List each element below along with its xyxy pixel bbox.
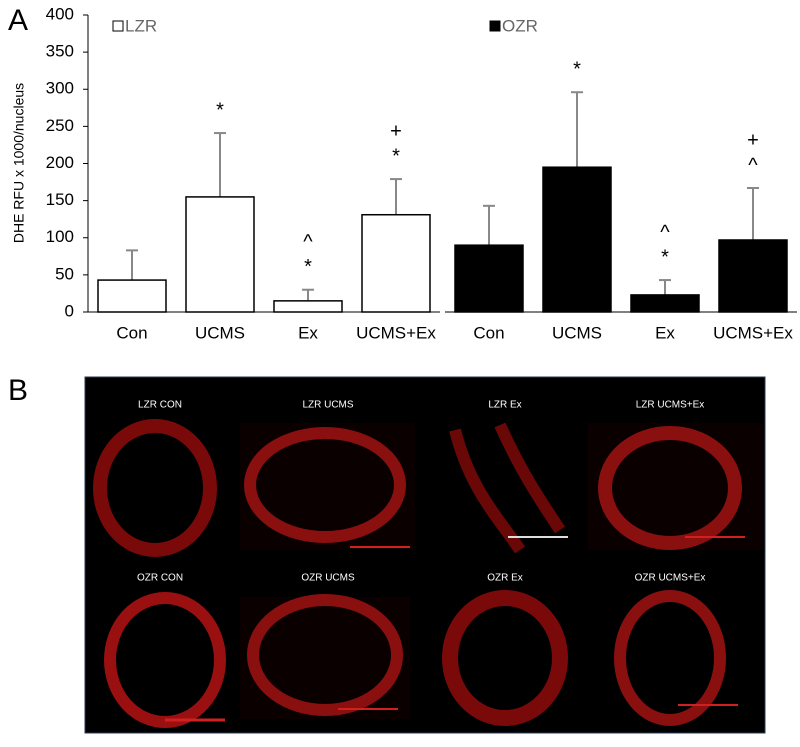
vessel: [244, 427, 406, 543]
vessel: [93, 419, 217, 557]
x-tick-label: Ex: [298, 323, 318, 342]
y-tick-label: 200: [46, 153, 74, 172]
x-tick-label: UCMS+Ex: [356, 323, 436, 342]
significance-mark: ^: [748, 154, 758, 176]
x-tick-label: UCMS: [552, 323, 602, 342]
bar: [630, 294, 700, 313]
vessel: [104, 592, 226, 728]
x-tick-label: Con: [116, 323, 147, 342]
image-label: OZR Ex: [487, 573, 523, 584]
x-tick-label: Con: [473, 323, 504, 342]
significance-mark: ^: [660, 221, 670, 243]
significance-mark: +: [747, 129, 759, 151]
significance-mark: *: [573, 59, 581, 81]
y-tick-label: 150: [46, 190, 74, 209]
vessel: [614, 590, 726, 726]
legend-swatch: [489, 20, 501, 32]
vessel: [247, 594, 403, 716]
legend-swatch: [112, 20, 124, 32]
y-tick-label: 250: [46, 116, 74, 135]
image-label: OZR UCMS: [301, 573, 355, 584]
image-tile: [240, 597, 410, 719]
significance-mark: +: [390, 120, 402, 142]
image-tile: [240, 423, 415, 550]
panel-label: B: [8, 374, 28, 407]
bar: [97, 279, 167, 313]
bar: [273, 300, 343, 313]
y-tick-label: 300: [46, 79, 74, 98]
image-label: OZR UCMS+Ex: [635, 573, 706, 584]
image-label: LZR Ex: [488, 400, 521, 411]
y-tick-label: 100: [46, 227, 74, 246]
bar: [542, 166, 612, 313]
bar: [454, 244, 524, 313]
vessel: [442, 590, 568, 726]
significance-mark: *: [392, 145, 400, 167]
vessel: [449, 422, 565, 554]
image-label: OZR CON: [137, 573, 183, 584]
micrograph-panel: [84, 376, 766, 734]
y-tick-label: 50: [55, 264, 74, 283]
significance-mark: *: [304, 256, 312, 278]
image-label: LZR UCMS: [302, 400, 353, 411]
y-tick-label: 400: [46, 4, 74, 23]
legend-label: OZR: [502, 16, 538, 35]
bar: [718, 239, 788, 313]
significance-mark: *: [216, 99, 224, 121]
y-axis-title: DHE RFU x 1000/nucleus: [11, 83, 27, 243]
x-tick-label: Ex: [655, 323, 675, 342]
bar: [361, 213, 431, 313]
significance-mark: *: [661, 246, 669, 268]
y-tick-label: 350: [46, 42, 74, 61]
bar: [185, 196, 255, 313]
x-tick-label: UCMS: [195, 323, 245, 342]
y-tick-label: 0: [65, 301, 74, 320]
significance-mark: ^: [303, 231, 313, 253]
legend-label: LZR: [125, 16, 157, 35]
image-label: LZR UCMS+Ex: [636, 400, 705, 411]
x-tick-label: UCMS+Ex: [713, 323, 793, 342]
vessel: [598, 426, 742, 550]
image-label: LZR CON: [138, 400, 182, 411]
panel-label: A: [8, 4, 28, 37]
